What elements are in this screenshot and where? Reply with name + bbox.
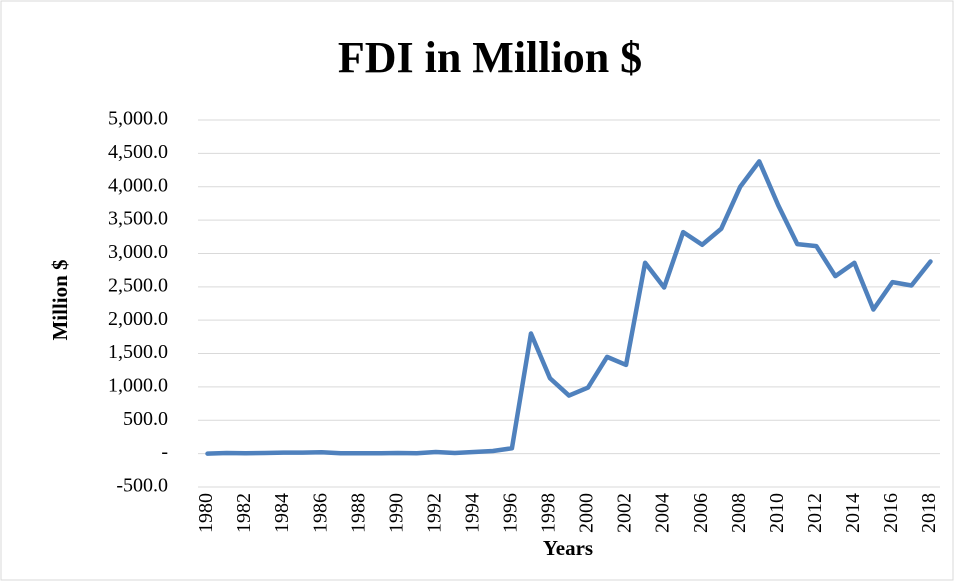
- y-axis-label: Million $: [48, 259, 72, 340]
- chart-title: FDI in Million $: [338, 33, 642, 82]
- x-tick-label: 2012: [804, 493, 826, 533]
- x-tick-label: 2008: [728, 493, 750, 533]
- y-tick-label: 500.0: [123, 408, 168, 430]
- x-tick-label: 2006: [690, 493, 712, 533]
- x-tick-label: 2004: [652, 493, 674, 533]
- x-tick-label: 1990: [385, 493, 407, 533]
- x-tick-label: 2000: [576, 493, 598, 533]
- x-tick-label: 1986: [309, 493, 331, 533]
- y-tick-label: 2,000.0: [108, 308, 168, 330]
- y-tick-label: -500.0: [116, 475, 168, 497]
- y-tick-label: 2,500.0: [108, 274, 168, 296]
- x-tick-label: 1980: [195, 493, 217, 533]
- x-tick-label: 1994: [461, 493, 483, 533]
- line-series: [205, 159, 933, 456]
- x-axis-label: Years: [543, 536, 593, 560]
- y-tick-label: 4,500.0: [108, 141, 168, 163]
- y-tick-label: 3,500.0: [108, 208, 168, 230]
- y-tick-label: 4,000.0: [108, 174, 168, 196]
- x-tick-label: 2002: [614, 493, 636, 533]
- x-tick-label: 1998: [538, 493, 560, 533]
- x-tick-label: 2014: [842, 493, 864, 533]
- x-tick-label: 1982: [233, 493, 255, 533]
- x-tick-label: 1984: [271, 493, 293, 533]
- y-tick-label: 1,000.0: [108, 375, 168, 397]
- x-tick-label: 2018: [918, 493, 940, 533]
- y-tick-label: 1,500.0: [108, 341, 168, 363]
- x-tick-label: 1992: [423, 493, 445, 533]
- x-tick-label: 1996: [500, 493, 522, 533]
- y-tick-label: -: [161, 441, 168, 463]
- x-tick-label: 2010: [766, 493, 788, 533]
- y-tick-label: 5,000.0: [108, 108, 168, 130]
- y-tick-label: 3,000.0: [108, 241, 168, 263]
- x-tick-label: 1988: [347, 493, 369, 533]
- x-tick-label: 2016: [880, 493, 902, 533]
